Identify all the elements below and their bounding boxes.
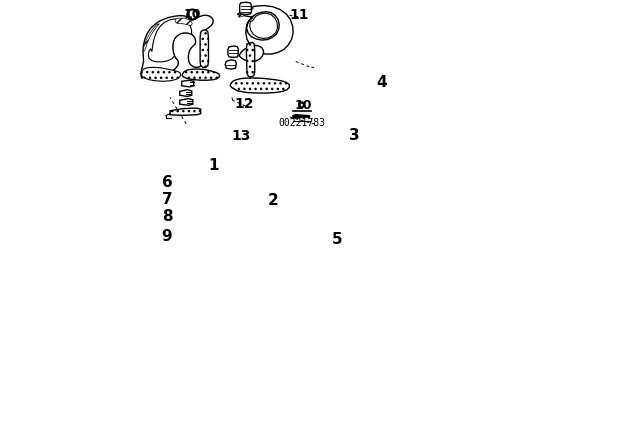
Text: 6: 6 bbox=[162, 175, 173, 190]
Text: 13: 13 bbox=[232, 129, 251, 143]
Polygon shape bbox=[182, 69, 220, 80]
Polygon shape bbox=[200, 30, 209, 67]
Text: 00221783: 00221783 bbox=[278, 117, 325, 128]
Polygon shape bbox=[175, 18, 192, 26]
Polygon shape bbox=[250, 13, 278, 39]
Polygon shape bbox=[237, 5, 293, 54]
Polygon shape bbox=[141, 15, 213, 78]
Text: 1: 1 bbox=[208, 158, 218, 173]
Polygon shape bbox=[141, 67, 180, 82]
Polygon shape bbox=[246, 43, 255, 77]
Polygon shape bbox=[170, 108, 201, 115]
Polygon shape bbox=[228, 46, 238, 57]
Polygon shape bbox=[180, 99, 193, 105]
Polygon shape bbox=[180, 90, 192, 96]
Polygon shape bbox=[148, 19, 192, 62]
Text: 10: 10 bbox=[294, 99, 312, 112]
Text: 12: 12 bbox=[235, 97, 255, 111]
Text: 4: 4 bbox=[376, 75, 387, 90]
Polygon shape bbox=[143, 24, 159, 52]
Text: 8: 8 bbox=[162, 209, 173, 224]
Polygon shape bbox=[230, 78, 289, 93]
Polygon shape bbox=[225, 60, 236, 69]
Text: 2: 2 bbox=[268, 193, 278, 207]
Text: 11: 11 bbox=[290, 9, 309, 22]
Text: 7: 7 bbox=[162, 192, 173, 207]
Polygon shape bbox=[182, 80, 194, 87]
Polygon shape bbox=[239, 2, 252, 14]
Polygon shape bbox=[292, 113, 310, 118]
Text: 9: 9 bbox=[161, 229, 172, 244]
Text: 5: 5 bbox=[332, 232, 342, 246]
Text: 3: 3 bbox=[349, 128, 359, 143]
Text: 10: 10 bbox=[184, 8, 201, 21]
Polygon shape bbox=[239, 8, 253, 17]
Polygon shape bbox=[239, 45, 264, 62]
